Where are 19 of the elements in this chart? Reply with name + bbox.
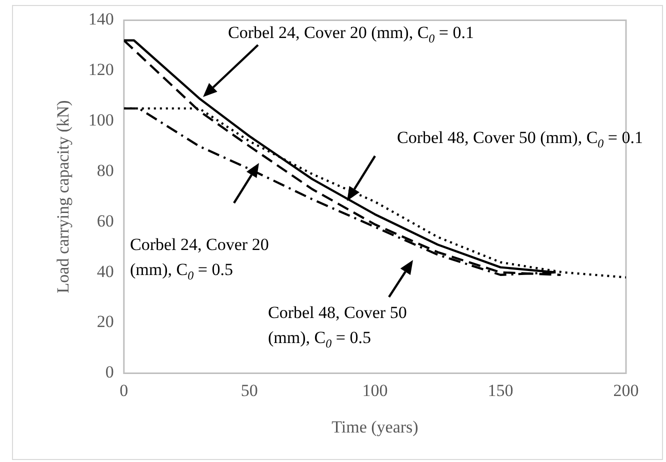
x-tick-label: 150 xyxy=(488,380,514,400)
annotation: Corbel 48, Cover 50 (mm), C$_{0}$ = 0.5 xyxy=(268,302,408,350)
y-tick-label: 120 xyxy=(88,60,114,80)
x-tick-label: 50 xyxy=(240,380,258,400)
x-tick-label: 100 xyxy=(362,380,388,400)
annotation: Corbel 24, Cover 20 (mm), C$_{0}$ = 0.5 xyxy=(130,234,270,282)
annotation: Corbel 24, Cover 20 (mm), C$_{0}$ = 0.1 xyxy=(228,22,474,46)
y-tick-label: 0 xyxy=(105,362,114,382)
y-tick-label: 140 xyxy=(88,10,114,29)
x-axis-title: Time (years) xyxy=(332,417,418,436)
y-axis-title: Load carrying capacity (kN) xyxy=(54,100,73,294)
y-tick-label: 20 xyxy=(96,312,114,332)
x-tick-label: 0 xyxy=(120,380,128,400)
annotation: Corbel 48, Cover 50 (mm), C$_{0}$ = 0.1 xyxy=(397,127,644,150)
y-tick-label: 60 xyxy=(96,211,114,230)
x-tick-label: 200 xyxy=(613,380,639,400)
y-tick-label: 40 xyxy=(96,262,114,281)
y-tick-label: 80 xyxy=(96,160,114,180)
y-tick-label: 100 xyxy=(88,110,114,130)
